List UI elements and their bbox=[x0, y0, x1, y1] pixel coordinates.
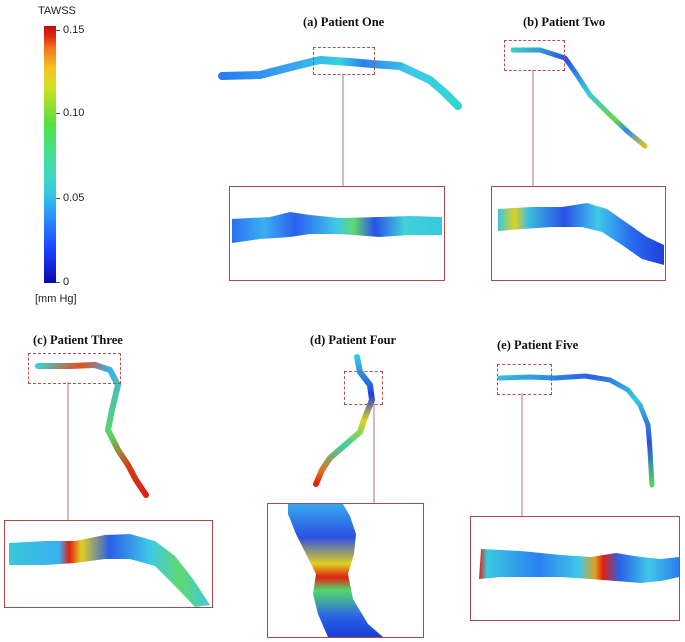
inset-b-vessel bbox=[498, 203, 664, 265]
zoom-inset-b bbox=[491, 186, 666, 281]
legend-unit: [mm Hg] bbox=[35, 293, 77, 305]
inset-e-vessel bbox=[479, 549, 679, 583]
tick-label-0.15: 0.15 bbox=[63, 24, 85, 36]
panel-title-e: (e) Patient Five bbox=[497, 338, 579, 352]
colorbar bbox=[44, 26, 56, 283]
tick-mark bbox=[56, 113, 60, 114]
panel-title-c: (c) Patient Three bbox=[33, 333, 123, 347]
selection-box-a bbox=[313, 47, 375, 75]
zoom-inset-e bbox=[470, 516, 680, 621]
inset-c-vessel bbox=[9, 534, 210, 607]
tick-mark bbox=[56, 282, 60, 283]
zoom-inset-a bbox=[229, 186, 445, 281]
tick-label-0: 0 bbox=[63, 276, 70, 288]
zoom-inset-d bbox=[267, 503, 424, 638]
panel-title-b: (b) Patient Two bbox=[523, 15, 606, 29]
panel-title-a: (a) Patient One bbox=[303, 15, 385, 29]
tick-label-0.05: 0.05 bbox=[63, 192, 85, 204]
legend-title: TAWSS bbox=[38, 5, 76, 17]
selection-box-c bbox=[28, 353, 121, 384]
tick-mark bbox=[56, 198, 60, 199]
tick-label-0.10: 0.10 bbox=[63, 107, 85, 119]
panel-title-d: (d) Patient Four bbox=[310, 333, 397, 347]
selection-box-e bbox=[497, 364, 552, 395]
inset-a-vessel bbox=[232, 212, 442, 243]
selection-box-d bbox=[344, 371, 383, 405]
zoom-inset-c bbox=[4, 520, 213, 608]
tick-mark bbox=[56, 30, 60, 31]
inset-d-vessel bbox=[288, 504, 383, 637]
selection-box-b bbox=[504, 40, 565, 71]
